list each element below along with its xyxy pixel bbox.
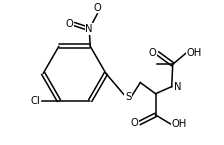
Text: O: O: [93, 3, 101, 13]
Text: O: O: [131, 118, 138, 128]
Text: Cl: Cl: [31, 96, 41, 106]
Text: S: S: [125, 92, 131, 102]
Text: O: O: [149, 48, 157, 58]
Text: N: N: [174, 82, 181, 92]
Text: OH: OH: [187, 48, 202, 58]
Text: OH: OH: [172, 119, 187, 129]
Text: N: N: [86, 24, 93, 34]
Text: O: O: [65, 19, 73, 29]
